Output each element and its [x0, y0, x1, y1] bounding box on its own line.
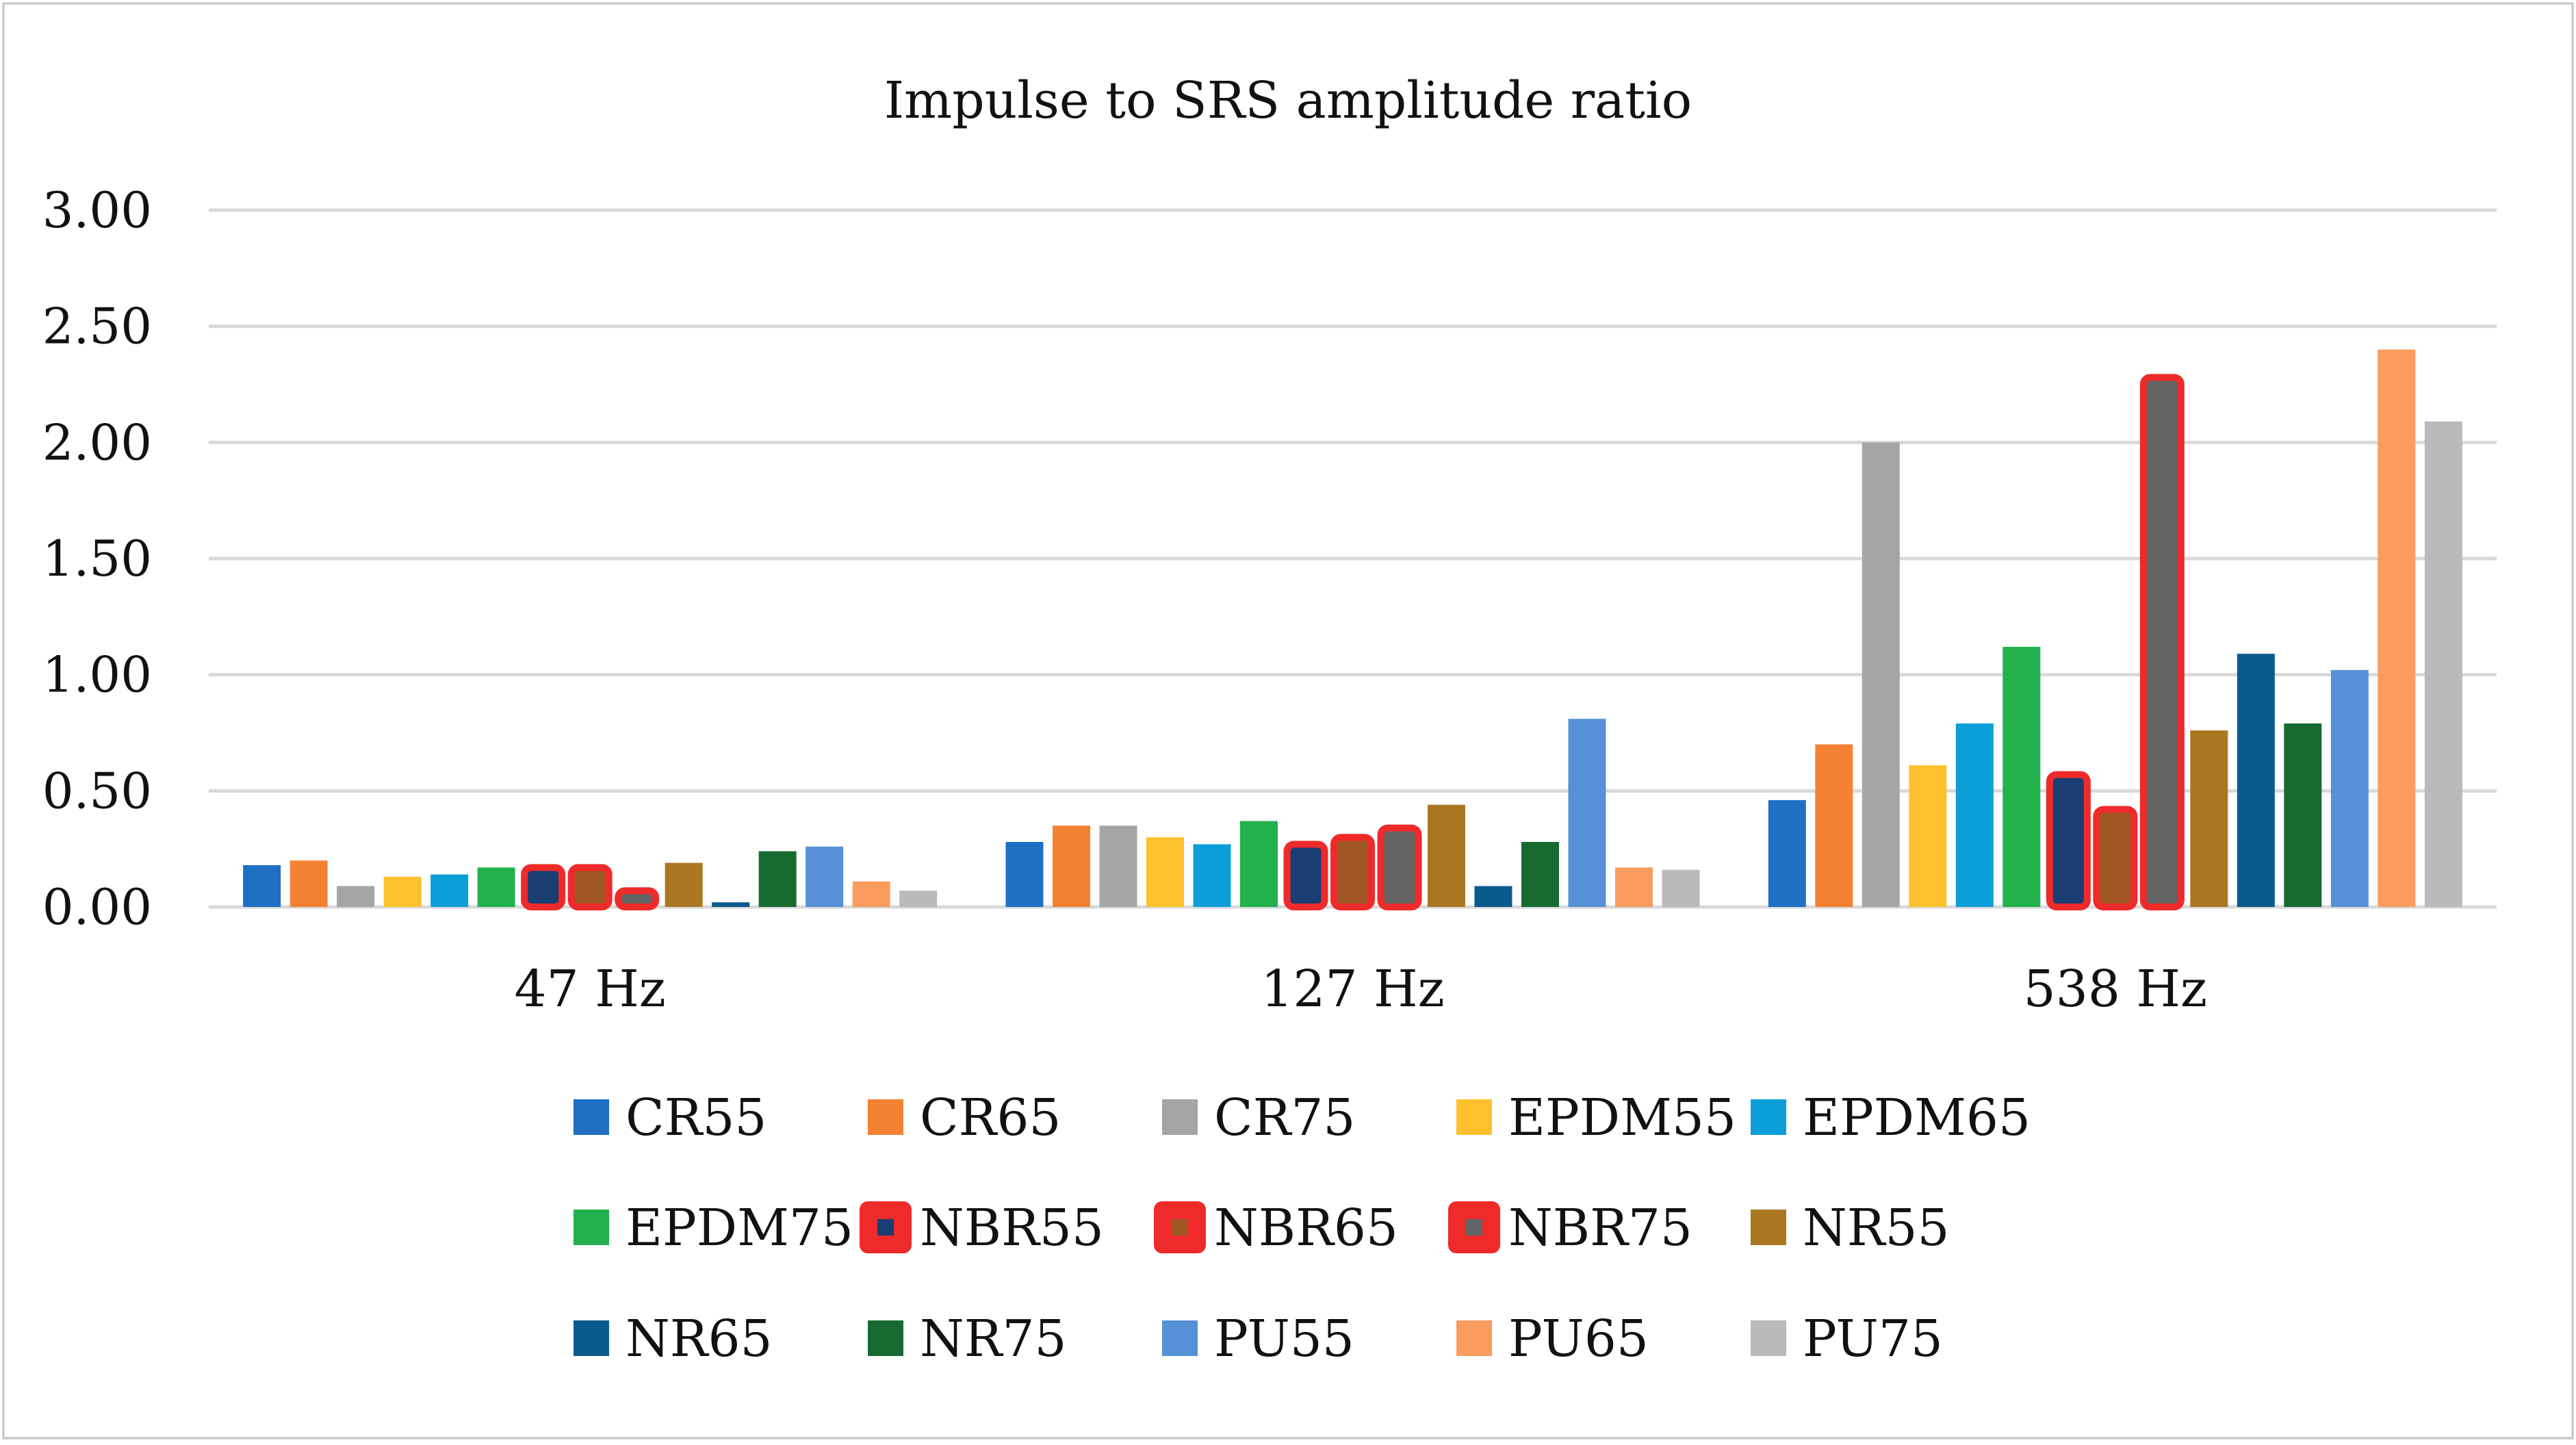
bar-cr55-127hz: [1005, 841, 1044, 907]
legend-label: PU55: [1214, 1309, 1354, 1368]
bar-cr55-538hz: [1768, 800, 1806, 907]
bar-nbr65-538hz: [2093, 806, 2138, 910]
legend-swatch: [1751, 1320, 1786, 1356]
x-category-label: 127 Hz: [1261, 960, 1444, 1019]
y-tick-label: 3.00: [42, 181, 152, 239]
y-tick-label: 1.00: [42, 646, 152, 704]
legend-swatch: [1456, 1320, 1492, 1356]
bar-cr55-47hz: [243, 865, 281, 907]
legend: CR55 CR65 CR75 EPDM55 EPDM65 EPDM75 NBR55 NBR65…: [574, 1088, 2031, 1368]
legend-swatch: [868, 1320, 903, 1356]
legend-swatch: [574, 1099, 609, 1135]
bar-epdm55-47hz: [383, 876, 422, 907]
bar-nr75-47hz: [758, 851, 797, 907]
bar-nr55-538hz: [2190, 730, 2228, 907]
legend-swatch: [1751, 1210, 1786, 1245]
bar-nbr75-127hz: [1377, 824, 1422, 911]
y-tick-label: 2.00: [42, 413, 152, 471]
bar-pu55-47hz: [806, 846, 844, 907]
bar-nr75-538hz: [2284, 723, 2322, 907]
legend-label: CR65: [920, 1088, 1061, 1147]
bar-pu75-538hz: [2424, 421, 2462, 907]
bar-nbr75-538hz: [2139, 374, 2185, 910]
x-category-label: 538 Hz: [2024, 960, 2207, 1019]
bar-epdm75-47hz: [477, 867, 515, 907]
legend-label: NR75: [920, 1309, 1067, 1368]
x-axis-category-labels: 47 Hz 127 Hz 538 Hz: [515, 960, 2207, 1019]
bar-pu55-127hz: [1568, 719, 1606, 907]
legend-swatch: [574, 1320, 609, 1356]
legend-label: NR55: [1803, 1199, 1950, 1257]
bar-epdm65-127hz: [1193, 844, 1231, 907]
bar-nbr55-127hz: [1283, 841, 1328, 911]
legend-label: NBR75: [1508, 1199, 1692, 1257]
bars: [243, 349, 2462, 911]
legend-label: EPDM75: [626, 1199, 853, 1257]
legend-swatch: [1162, 1320, 1198, 1356]
bar-pu75-47hz: [899, 891, 938, 907]
legend-label: EPDM65: [1803, 1088, 2031, 1147]
legend-label: CR55: [626, 1088, 767, 1147]
x-category-label: 47 Hz: [515, 960, 666, 1019]
legend-label: EPDM55: [1508, 1088, 1736, 1147]
bar-cr75-538hz: [1862, 442, 1900, 907]
bar-epdm55-127hz: [1146, 837, 1184, 907]
y-axis-tick-labels: 0.00 0.50 1.00 1.50 2.00 2.50 3.00: [42, 181, 152, 936]
bar-epdm55-538hz: [1909, 765, 1947, 907]
bar-nbr55-47hz: [521, 864, 566, 911]
y-tick-label: 2.50: [42, 298, 152, 355]
legend-swatch: [1466, 1219, 1482, 1236]
bar-cr75-127hz: [1099, 826, 1137, 907]
bar-nr65-538hz: [2237, 654, 2275, 907]
bar-nbr55-538hz: [2046, 771, 2091, 910]
bar-nr55-127hz: [1428, 804, 1465, 907]
legend-swatch: [877, 1219, 894, 1236]
bar-cr65-538hz: [1815, 744, 1853, 907]
legend-swatch: [1751, 1099, 1786, 1135]
legend-label: PU75: [1803, 1309, 1943, 1368]
legend-label: CR75: [1214, 1088, 1356, 1147]
legend-label: NR65: [626, 1309, 773, 1368]
bar-nr75-127hz: [1521, 841, 1559, 907]
bar-nbr65-127hz: [1330, 834, 1375, 910]
legend-swatch: [574, 1210, 609, 1245]
bar-nr65-127hz: [1474, 886, 1512, 907]
chart-title: Impulse to SRS amplitude ratio: [884, 71, 1692, 130]
bar-cr75-47hz: [337, 886, 375, 907]
bar-pu55-538hz: [2330, 669, 2369, 907]
legend-swatch: [1456, 1099, 1492, 1135]
bar-pu75-127hz: [1662, 869, 1700, 907]
bar-epdm65-47hz: [430, 874, 469, 907]
bar-pu65-127hz: [1615, 867, 1653, 907]
bar-epdm65-538hz: [1955, 723, 1994, 907]
bar-cr65-47hz: [289, 860, 328, 907]
y-tick-label: 0.50: [42, 762, 152, 819]
y-tick-label: 0.00: [42, 878, 152, 936]
bar-nbr65-47hz: [567, 864, 613, 911]
y-tick-label: 1.50: [42, 530, 152, 587]
bar-cr65-127hz: [1053, 826, 1090, 907]
legend-swatch: [868, 1099, 903, 1135]
bar-pu65-47hz: [852, 881, 890, 907]
legend-label: PU65: [1508, 1309, 1649, 1368]
legend-swatch: [1172, 1219, 1188, 1236]
legend-swatch: [1162, 1099, 1198, 1135]
legend-label: NBR65: [1214, 1199, 1398, 1257]
bar-pu65-538hz: [2378, 349, 2416, 908]
bar-nr65-47hz: [712, 902, 750, 907]
legend-label: NBR55: [920, 1199, 1104, 1257]
bar-nr55-47hz: [665, 862, 703, 907]
bar-nbr75-47hz: [615, 887, 660, 911]
bar-epdm75-127hz: [1240, 821, 1278, 907]
bar-epdm75-538hz: [2002, 646, 2041, 907]
